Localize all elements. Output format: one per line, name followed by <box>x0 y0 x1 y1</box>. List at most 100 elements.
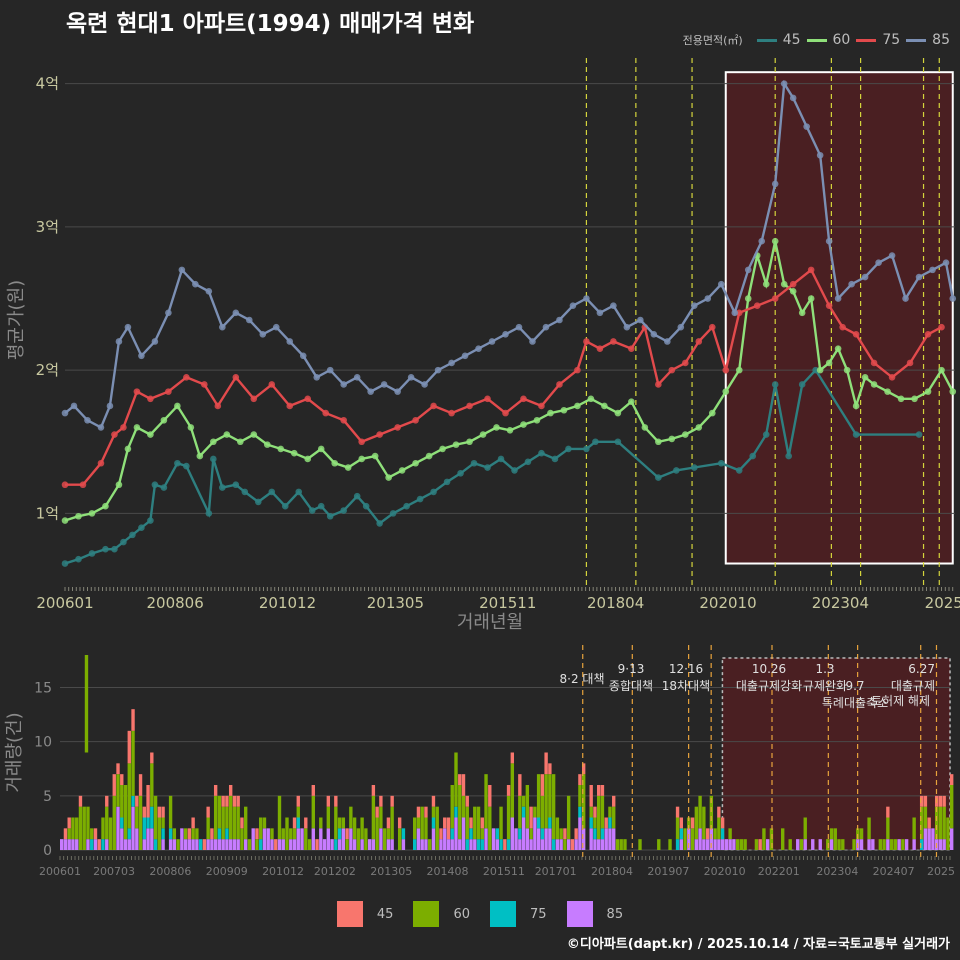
volume-bar <box>600 785 605 796</box>
data-point-75 <box>807 266 815 274</box>
policy-annotation: 특례대출축소 <box>822 696 888 710</box>
data-point-85 <box>245 316 253 324</box>
volume-bar <box>183 828 188 840</box>
volume-bar <box>232 795 237 807</box>
data-point-85 <box>232 309 240 317</box>
legend-item-45[interactable]: 45 <box>756 32 801 48</box>
data-point-85 <box>138 352 145 360</box>
legend-item-60[interactable]: 60 <box>806 32 850 48</box>
volume-bar <box>112 774 116 796</box>
data-point-85 <box>556 316 563 324</box>
volume-bar <box>841 839 845 850</box>
volume-bar <box>938 806 943 840</box>
volume-bar <box>458 785 462 840</box>
volume-bar <box>172 839 177 850</box>
volume-bar <box>150 806 154 829</box>
volume-bar <box>146 785 150 818</box>
policy-annotation: 10.26 <box>752 662 786 676</box>
data-point-85 <box>744 266 752 274</box>
data-point-75 <box>628 345 635 352</box>
volume-bar <box>379 806 383 829</box>
volume-bar <box>116 763 120 775</box>
data-point-75 <box>520 395 527 403</box>
data-point-60 <box>398 467 406 474</box>
data-point-45 <box>340 507 347 514</box>
volume-bar <box>893 839 898 850</box>
volume-bar <box>217 795 222 829</box>
data-point-45 <box>111 545 118 553</box>
legend-item-85[interactable]: 85 <box>906 32 950 48</box>
volume-bar <box>574 839 578 850</box>
data-point-85 <box>834 295 842 302</box>
volume-bar <box>473 839 477 850</box>
volume-bar <box>623 839 627 850</box>
volume-bar <box>274 839 278 850</box>
volume-bar <box>67 817 71 829</box>
data-point-85 <box>380 381 388 388</box>
volume-bar <box>259 839 263 850</box>
series-legend: 전용면적(㎡) 45 60 75 85 <box>683 32 950 48</box>
volume-bar <box>593 839 597 850</box>
volume-bar <box>120 785 124 818</box>
volume-bar <box>698 828 702 850</box>
volume-bar <box>829 828 834 840</box>
volume-bar <box>319 817 323 829</box>
data-point-60 <box>439 445 446 453</box>
legend-item-75[interactable]: 75 <box>856 32 900 48</box>
volume-bar <box>551 774 556 840</box>
data-point-85 <box>165 309 172 317</box>
data-point-85 <box>803 123 810 130</box>
data-point-60 <box>520 421 527 428</box>
volume-bar <box>135 828 139 850</box>
data-point-75 <box>708 323 716 331</box>
volume-bar <box>131 730 135 796</box>
data-point-60 <box>88 510 96 517</box>
volume-bar <box>788 839 792 850</box>
data-point-85 <box>475 345 482 352</box>
volume-bar <box>195 828 199 840</box>
volume-bar <box>424 839 428 850</box>
volume-bar <box>615 839 620 850</box>
volume-bar <box>78 806 83 850</box>
volume-bar <box>341 828 346 850</box>
volume-bar <box>285 817 289 850</box>
volume-bar <box>349 806 353 829</box>
data-point-75 <box>79 481 87 489</box>
volume-legend-85[interactable]: 85 <box>566 901 623 927</box>
volume-bar <box>657 839 661 850</box>
volume-bar <box>597 795 601 840</box>
volume-bar <box>919 795 924 807</box>
volume-bar <box>882 839 886 850</box>
data-point-85 <box>97 424 105 431</box>
volume-legend-60[interactable]: 60 <box>413 901 470 927</box>
data-point-45 <box>655 474 662 481</box>
data-point-85 <box>780 80 788 87</box>
volume-bar <box>612 806 616 829</box>
data-point-75 <box>502 409 509 417</box>
volume-bar <box>330 839 334 850</box>
data-point-60 <box>682 431 689 438</box>
x-tick-label: 2025 <box>925 594 960 612</box>
data-point-75 <box>825 302 833 309</box>
data-point-75 <box>133 388 141 395</box>
volume-bar <box>304 828 308 850</box>
volume-bar <box>901 839 905 850</box>
volume-bar <box>412 817 417 840</box>
volume-bar <box>581 828 586 850</box>
volume-legend-75[interactable]: 75 <box>490 901 547 927</box>
volume-bar <box>334 806 338 840</box>
volume-bar <box>503 839 507 850</box>
volume-bar <box>465 806 469 840</box>
volume-legend-45[interactable]: 45 <box>336 901 393 927</box>
volume-bar <box>702 806 706 840</box>
policy-annotation: 규제완화 <box>803 679 847 693</box>
volume-bar <box>191 817 195 829</box>
volume-bar <box>244 806 248 840</box>
volume-x-tick-label: 200806 <box>149 865 191 878</box>
data-point-85 <box>542 323 550 331</box>
volume-bar <box>161 806 165 818</box>
volume-bar <box>859 839 864 850</box>
volume-bar <box>754 839 759 850</box>
data-point-75 <box>358 438 365 446</box>
data-point-60 <box>601 402 608 410</box>
